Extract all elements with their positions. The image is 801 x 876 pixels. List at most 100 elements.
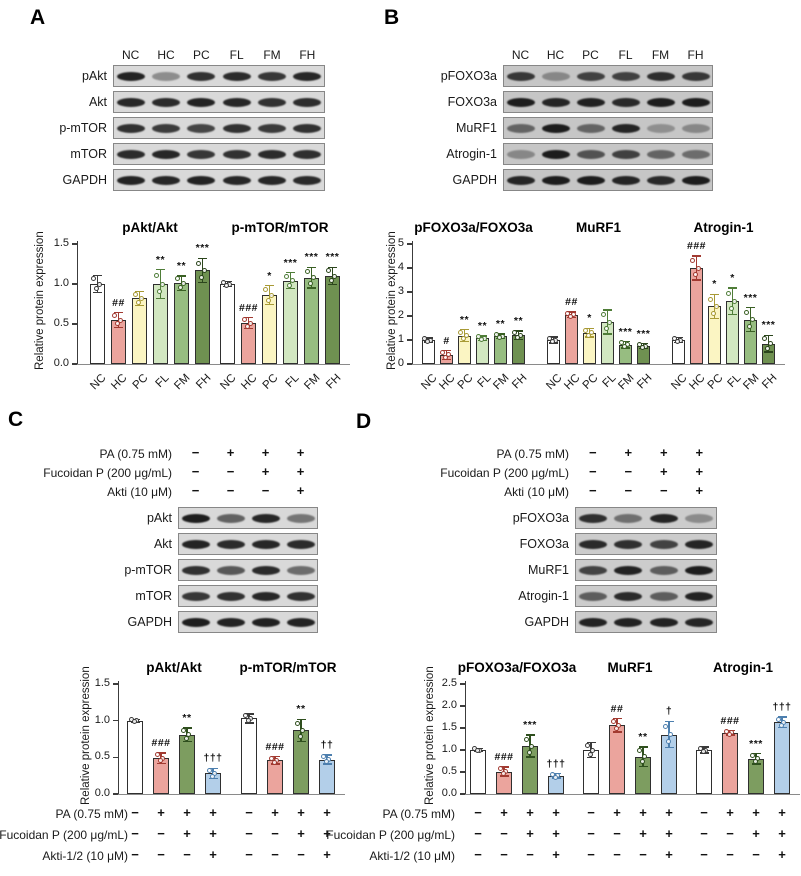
treatment-sign: − xyxy=(191,445,200,460)
data-point xyxy=(479,337,484,343)
group-title: MuRF1 xyxy=(576,220,621,235)
data-point xyxy=(637,342,642,348)
x-baseline xyxy=(77,364,350,366)
group-title: p-mTOR/mTOR xyxy=(239,660,337,675)
blot-row-label: Akt xyxy=(153,536,172,551)
treatment-sign: + xyxy=(261,464,270,479)
data-point xyxy=(224,282,229,288)
bar xyxy=(262,295,277,364)
blot-band xyxy=(216,513,245,523)
blot-row-label: pAkt xyxy=(146,510,172,525)
data-point xyxy=(289,278,295,284)
treatment-label: PA (0.75 mM) xyxy=(496,447,569,461)
treatment-sign: − xyxy=(587,847,595,862)
error-cap xyxy=(728,287,737,289)
treatment-sign: + xyxy=(752,805,760,820)
error-cap xyxy=(135,304,144,307)
data-point xyxy=(752,759,758,765)
treatment-sign: + xyxy=(552,805,560,820)
blot-band xyxy=(646,123,675,133)
data-point xyxy=(755,756,760,762)
group-title: pFOXO3a/FOXO3a xyxy=(457,660,577,675)
error-cap xyxy=(692,255,701,257)
error-cap xyxy=(746,306,755,309)
significance-label: ## xyxy=(610,702,624,715)
treatment-sign: − xyxy=(500,847,508,862)
treatment-sign: + xyxy=(271,805,279,820)
data-point xyxy=(287,282,292,288)
data-point xyxy=(610,718,616,724)
y-tick-label: 0.0 xyxy=(94,787,110,799)
lane-label: NC xyxy=(121,48,140,62)
blot-band xyxy=(251,591,280,601)
treatment-sign: − xyxy=(613,847,621,862)
blot-band xyxy=(506,175,535,185)
significance-label: *** xyxy=(304,251,319,264)
treatment-sign: − xyxy=(131,805,139,820)
treatment-sign: + xyxy=(726,805,734,820)
blot-row-label: GAPDH xyxy=(127,614,172,629)
y-tick-label: 1.0 xyxy=(441,743,457,755)
treatment-sign: − xyxy=(245,826,253,841)
treatment-sign: − xyxy=(659,483,668,498)
significance-label: * xyxy=(587,312,592,325)
blot-band xyxy=(649,565,678,575)
blot-band xyxy=(258,149,286,159)
data-point xyxy=(178,284,183,290)
y-tick-label: 2.5 xyxy=(441,677,457,689)
treatment-label: Fucoidan P (200 μg/mL) xyxy=(0,828,128,842)
blot-band xyxy=(181,617,210,627)
bar xyxy=(195,270,210,364)
error-cap xyxy=(328,284,337,286)
treatment-sign: + xyxy=(552,847,560,862)
treatment-sign: − xyxy=(500,826,508,841)
error-cap xyxy=(156,752,166,754)
blot-row-label: Atrogin-1 xyxy=(446,146,497,161)
blot-band xyxy=(258,97,286,107)
blot-band xyxy=(293,149,322,159)
blot-band xyxy=(576,175,605,185)
data-point xyxy=(668,732,673,738)
treatment-sign: − xyxy=(726,826,734,841)
group-title: Atrogin-1 xyxy=(713,660,773,675)
blot-band xyxy=(646,149,675,159)
y-tick-mark xyxy=(72,323,77,325)
y-tick-mark xyxy=(460,705,465,707)
blot-row-label: mTOR xyxy=(70,146,107,161)
treatment-sign: + xyxy=(209,826,217,841)
bar xyxy=(127,720,143,794)
data-point xyxy=(461,336,466,342)
error-cap xyxy=(307,266,316,268)
significance-label: †† xyxy=(320,739,334,752)
treatment-sign: + xyxy=(297,826,305,841)
y-tick-label: 2 xyxy=(397,309,404,321)
data-point xyxy=(112,313,117,319)
treatment-sign: + xyxy=(613,805,621,820)
data-point xyxy=(526,749,532,755)
treatment-sign: + xyxy=(323,847,331,862)
data-point xyxy=(749,317,755,323)
y-tick-label: 1.5 xyxy=(53,237,69,249)
y-axis-label: Relative protein expression xyxy=(34,231,46,371)
data-point xyxy=(160,755,165,761)
blot-band xyxy=(506,97,535,107)
significance-label: ** xyxy=(513,314,524,327)
data-point xyxy=(708,296,713,302)
blot-band xyxy=(216,539,245,549)
blot-band xyxy=(576,71,605,81)
data-point xyxy=(622,344,627,350)
y-tick-mark xyxy=(407,243,412,245)
panel-c-label: C xyxy=(8,408,24,431)
blot-band xyxy=(152,123,180,133)
treatment-sign: + xyxy=(526,805,534,820)
significance-label: ††† xyxy=(772,701,792,713)
blot-band xyxy=(681,97,710,107)
treatment-sign: − xyxy=(526,847,534,862)
treatment-sign: + xyxy=(526,826,534,841)
bar xyxy=(132,298,147,364)
blot-strip xyxy=(575,533,717,555)
y-tick-mark xyxy=(460,683,465,685)
group-title: pFOXO3a/FOXO3a xyxy=(414,220,533,235)
data-point xyxy=(323,759,329,765)
significance-label: *** xyxy=(283,256,298,269)
